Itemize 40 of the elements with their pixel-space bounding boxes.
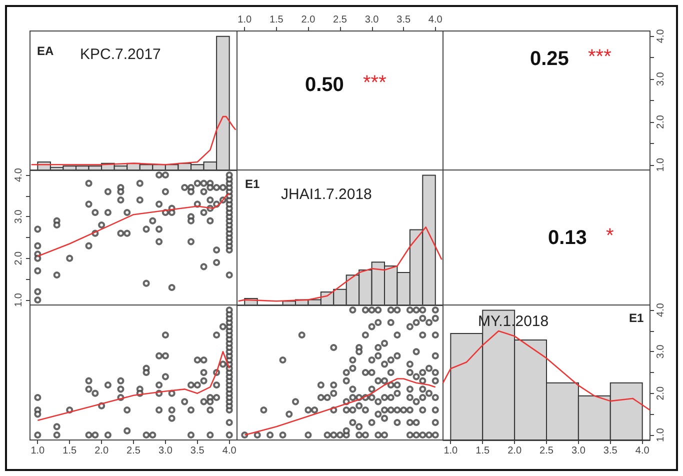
x-tick-label: 4.0: [635, 446, 650, 456]
x-tick-label: 1.5: [476, 446, 490, 456]
x-tick-label: 3.5: [190, 446, 205, 456]
x-tick-label: 2.0: [94, 446, 109, 456]
y-tick-label: 1.0: [14, 292, 24, 307]
annotation: 0.25: [530, 48, 569, 70]
chart-subtitle: E1: [629, 311, 644, 325]
x-tick-label: 1.0: [238, 14, 252, 26]
text: *: [606, 225, 614, 247]
text: EA: [37, 44, 54, 58]
x-tick-label: 3.5: [396, 14, 411, 26]
x-tick-label: 2.5: [540, 446, 554, 456]
x-tick-label: 3.0: [364, 14, 380, 26]
x-tick-label: 2.5: [126, 446, 141, 456]
y-tick-label: 2.0: [656, 114, 666, 129]
annotation: ***: [588, 46, 612, 68]
x-tick-label: 4.0: [222, 446, 237, 456]
x-tick-label: 2.5: [333, 14, 348, 26]
y-tick-label: 2.0: [14, 250, 24, 266]
y-tick-label: 1.0: [656, 157, 666, 172]
annotation: ***: [363, 72, 387, 94]
x-tick-label: 2.0: [508, 446, 522, 456]
annotation: 0.50: [305, 74, 344, 96]
x-tick-label: 1.0: [30, 446, 46, 456]
text: JHAI1.7.2018: [281, 186, 372, 203]
x-tick-label: 2.0: [301, 14, 316, 26]
x-tick-label: 3.5: [603, 446, 618, 456]
x-tick-label: 1.0: [444, 446, 458, 456]
x-tick-label: 3.0: [571, 446, 586, 456]
y-tick-label: 3.0: [14, 209, 24, 224]
text: 0.13: [548, 227, 587, 249]
y-tick-label: 3.0: [656, 72, 666, 86]
x-tick-label: 1.5: [269, 14, 284, 26]
chart-subtitle: E1: [245, 177, 260, 191]
x-tick-label: 1.5: [62, 446, 77, 456]
y-tick-label: 4.0: [14, 168, 24, 182]
text: KPC.7.2017: [80, 46, 161, 63]
x-tick-label: 3.0: [158, 446, 173, 456]
x-tick-label: 4.0: [428, 14, 443, 26]
y-tick-label: 4.0: [656, 28, 666, 44]
